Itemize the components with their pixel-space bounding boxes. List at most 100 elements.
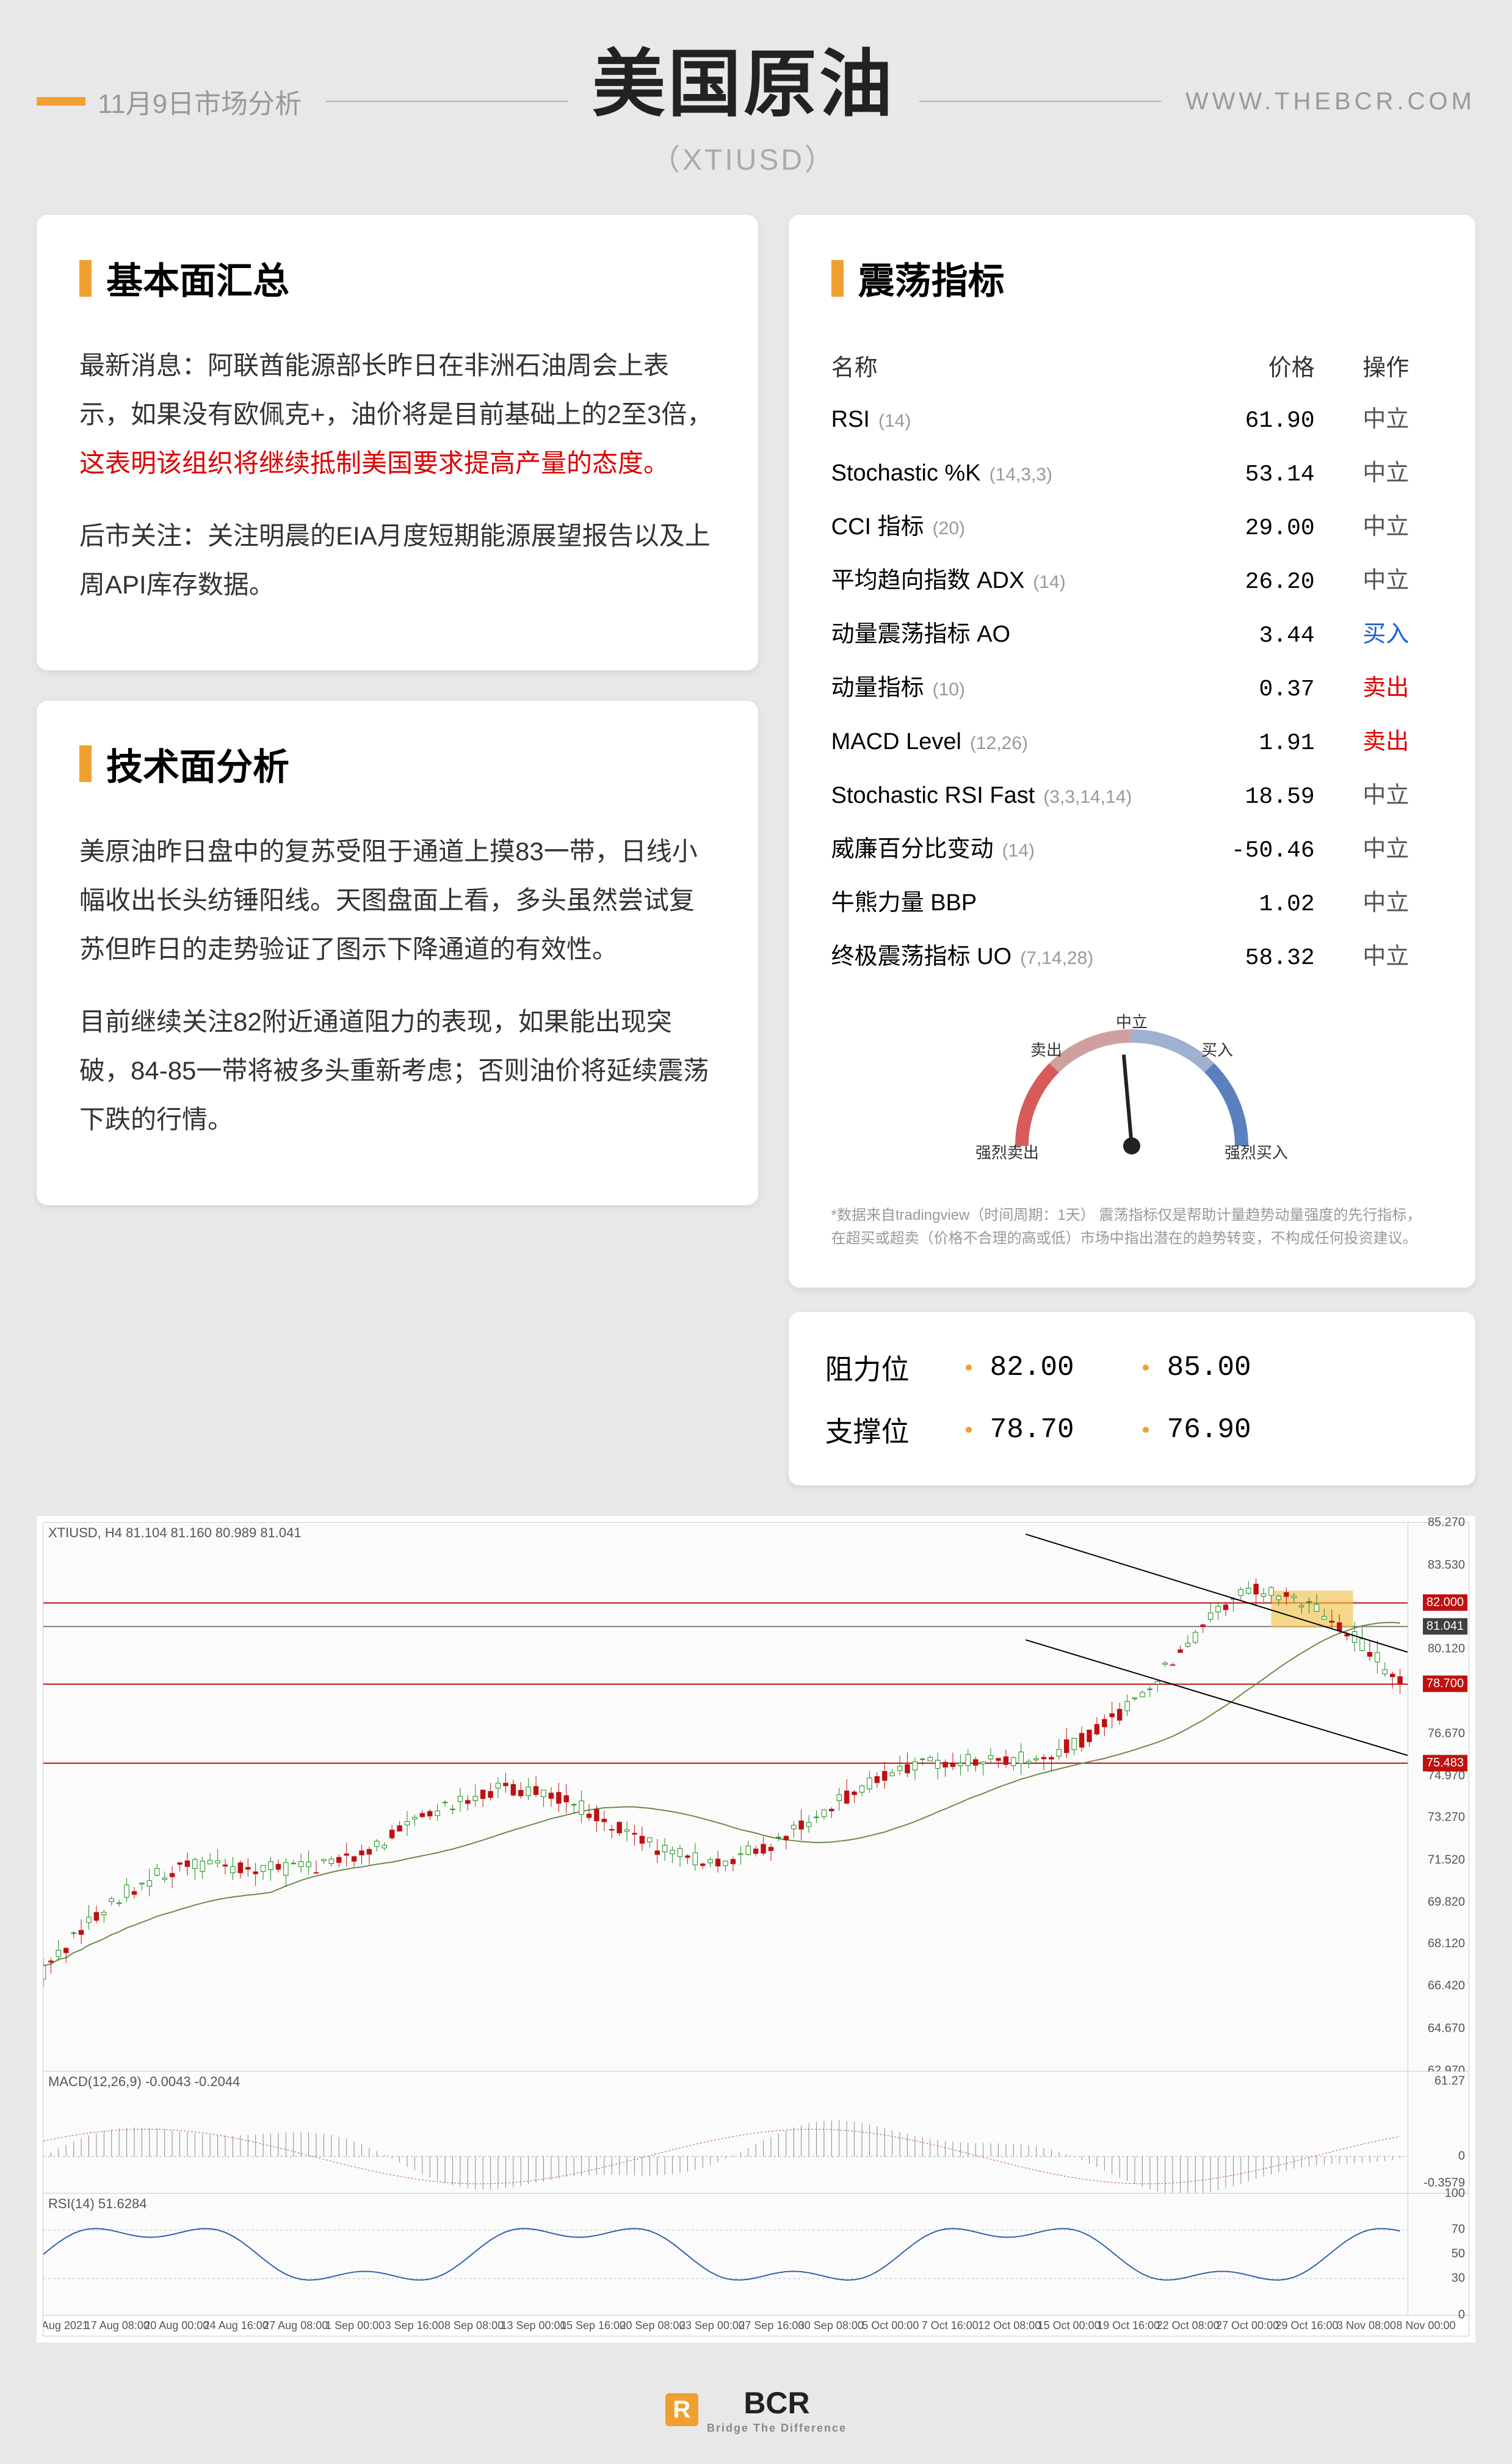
ind-action: 卖出: [1339, 722, 1433, 756]
indicator-row: 动量震荡指标 AO3.44买入: [831, 605, 1433, 659]
price-chart: XTIUSD, H4 81.104 81.160 80.989 81.041 8…: [37, 1516, 1475, 2343]
dot-icon: [966, 1364, 972, 1371]
site-url: WWW.THEBCR.COM: [1185, 88, 1475, 115]
ind-price: 58.32: [1174, 945, 1339, 971]
tagline: Bridge The Difference: [707, 2422, 847, 2435]
ind-name: 威廉百分比变动(14): [831, 830, 1174, 863]
svg-text:买入: 买入: [1201, 1041, 1233, 1059]
ind-price: 26.20: [1174, 569, 1339, 595]
ind-price: 29.00: [1174, 515, 1339, 542]
ind-action: 卖出: [1339, 669, 1433, 702]
accent-bar: [79, 745, 92, 782]
fundamentals-card: 基本面汇总 最新消息：阿联酋能源部长昨日在非洲石油周会上表示，如果没有欧佩克+，…: [37, 215, 758, 670]
accent-bar: [37, 97, 85, 106]
ind-param: (10): [933, 679, 965, 700]
ind-param: (12,26): [970, 733, 1028, 753]
technical-p2: 目前继续关注82附近通道阻力的表现，如果能出现突破，84-85一带将被多头重新考…: [79, 998, 715, 1143]
indicator-row: 威廉百分比变动(14)-50.46中立: [831, 820, 1433, 874]
ind-name: Stochastic RSI Fast(3,3,14,14): [831, 783, 1174, 809]
disclaimer: *数据来自tradingview（时间周期：1天） 震荡指标仅是帮助计量趋势动量…: [831, 1204, 1433, 1251]
ind-param: (3,3,14,14): [1043, 787, 1132, 807]
col-price: 价格: [1174, 349, 1339, 383]
ind-price: -50.46: [1174, 838, 1339, 864]
oscillators-card: 震荡指标 名称 价格 操作 RSI(14)61.90中立Stochastic %…: [789, 215, 1475, 1288]
card-title: 技术面分析: [106, 737, 289, 791]
ind-name: Stochastic %K(14,3,3): [831, 460, 1174, 487]
indicator-row: RSI(14)61.90中立: [831, 390, 1433, 444]
ind-param: (14,3,3): [989, 465, 1052, 485]
accent-bar: [831, 260, 844, 297]
resistance-label: 阻力位: [825, 1347, 947, 1388]
indicator-row: 动量指标(10)0.37卖出: [831, 659, 1433, 712]
ind-param: (14): [1002, 841, 1035, 861]
brand: BCR: [707, 2385, 847, 2421]
gauge-chart: 中立 卖出 买入 强烈卖出 强烈买入: [973, 1012, 1290, 1183]
indicator-row: 牛熊力量 BBP1.02中立: [831, 874, 1433, 927]
dot-icon: [966, 1427, 972, 1433]
ind-name: 动量震荡指标 AO: [831, 615, 1174, 648]
ind-price: 61.90: [1174, 408, 1339, 434]
fundamentals-p2: 后市关注：关注明晨的EIA月度短期能源展望报告以及上周API库存数据。: [79, 512, 715, 609]
support-label: 支撑位: [825, 1410, 947, 1450]
divider: [326, 101, 568, 102]
indicator-row: Stochastic RSI Fast(3,3,14,14)18.59中立: [831, 766, 1433, 820]
indicator-row: 平均趋向指数 ADX(14)26.20中立: [831, 551, 1433, 605]
ind-action: 中立: [1339, 776, 1433, 810]
technical-card: 技术面分析 美原油昨日盘中的复苏受阻于通道上摸83一带，日线小幅收出长头纺锤阳线…: [37, 701, 758, 1205]
ind-name: 终极震荡指标 UO(7,14,28): [831, 937, 1174, 971]
indicator-row: 终极震荡指标 UO(7,14,28)58.32中立: [831, 927, 1433, 981]
ind-price: 18.59: [1174, 784, 1339, 810]
logo-icon: R: [665, 2393, 698, 2426]
col-action: 操作: [1339, 349, 1433, 383]
ind-price: 0.37: [1174, 676, 1339, 703]
r2: 85.00: [1167, 1352, 1301, 1383]
ind-price: 3.44: [1174, 623, 1339, 649]
ind-name: 平均趋向指数 ADX(14): [831, 561, 1174, 595]
fundamentals-p1a: 最新消息：阿联酋能源部长昨日在非洲石油周会上表示，如果没有欧佩克+，油价将是目前…: [79, 351, 712, 429]
ind-action: 中立: [1339, 561, 1433, 595]
svg-text:卖出: 卖出: [1030, 1041, 1062, 1059]
page-subtitle: （XTIUSD）: [592, 136, 895, 178]
ind-action: 中立: [1339, 830, 1433, 863]
footer-logo: R BCR Bridge The Difference: [665, 2385, 847, 2435]
ind-price: 1.02: [1174, 891, 1339, 918]
ind-param: (14): [878, 411, 911, 431]
s1: 78.70: [990, 1414, 1124, 1446]
divider: [919, 101, 1161, 102]
ind-price: 53.14: [1174, 462, 1339, 488]
r1: 82.00: [990, 1352, 1124, 1383]
ind-param: (20): [933, 518, 965, 538]
indicator-row: CCI 指标(20)29.00中立: [831, 498, 1433, 551]
page-title: 美国原油: [592, 24, 895, 131]
svg-text:强烈卖出: 强烈卖出: [975, 1143, 1039, 1162]
levels-card: 阻力位 82.00 85.00 支撑位 78.70 76.90: [789, 1312, 1475, 1485]
ind-action: 中立: [1339, 507, 1433, 541]
ind-param: (7,14,28): [1020, 948, 1093, 968]
ind-action: 中立: [1339, 883, 1433, 917]
dot-icon: [1143, 1427, 1149, 1433]
ind-name: 动量指标(10): [831, 669, 1174, 702]
s2: 76.90: [1167, 1414, 1301, 1446]
ind-price: 1.91: [1174, 730, 1339, 756]
ind-action: 买入: [1339, 615, 1433, 648]
svg-text:中立: 中立: [1116, 1013, 1148, 1031]
ind-action: 中立: [1339, 454, 1433, 487]
col-name: 名称: [831, 349, 1174, 383]
indicator-row: Stochastic %K(14,3,3)53.14中立: [831, 444, 1433, 498]
ind-name: 牛熊力量 BBP: [831, 883, 1174, 917]
fundamentals-p1b: 这表明该组织将继续抵制美国要求提高产量的态度。: [79, 449, 669, 477]
svg-text:强烈买入: 强烈买入: [1224, 1143, 1288, 1162]
ind-action: 中立: [1339, 937, 1433, 971]
ind-name: MACD Level(12,26): [831, 729, 1174, 755]
technical-p1: 美原油昨日盘中的复苏受阻于通道上摸83一带，日线小幅收出长头纺锤阳线。天图盘面上…: [79, 827, 715, 973]
ind-name: CCI 指标(20): [831, 507, 1174, 541]
card-title: 基本面汇总: [106, 252, 289, 305]
date-label: 11月9日市场分析: [98, 82, 302, 121]
dot-icon: [1143, 1364, 1149, 1371]
card-title: 震荡指标: [858, 252, 1005, 305]
indicator-row: MACD Level(12,26)1.91卖出: [831, 712, 1433, 766]
ind-name: RSI(14): [831, 407, 1174, 433]
accent-bar: [79, 260, 92, 297]
ind-action: 中立: [1339, 400, 1433, 433]
ind-param: (14): [1033, 572, 1065, 592]
